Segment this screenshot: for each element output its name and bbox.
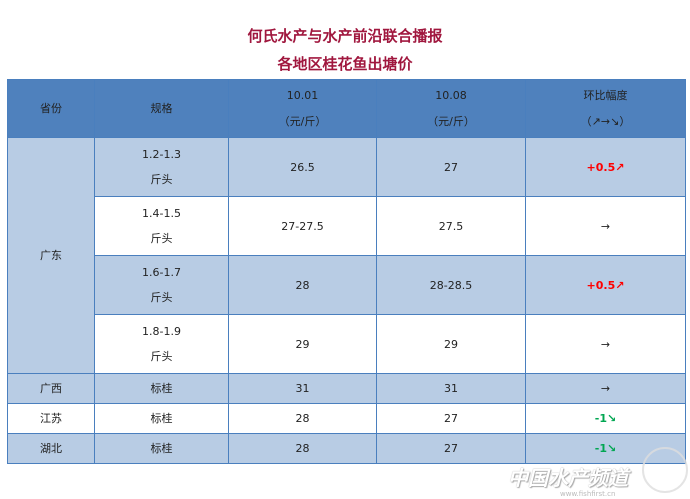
province-cell: 湖北 [7, 433, 95, 464]
table-row: 1.6-1.7 斤头 28 28-28.5 +0.5↗ [8, 255, 686, 315]
header-date2-label: 10.08 [435, 88, 467, 102]
spec-cell: 1.4-1.5 斤头 [94, 196, 229, 256]
spec-cell: 标桂 [94, 403, 229, 434]
price1-cell: 28 [228, 403, 377, 434]
header-spec: 规格 [94, 79, 229, 138]
spec-cell: 1.2-1.3 斤头 [94, 137, 229, 197]
price-table: 省份 规格 10.01 （元/斤） 10.08 （元/斤） 环比幅度 （↗→↘） 广东… [7, 79, 686, 464]
change-cell: +0.5↗ [525, 137, 686, 197]
globe-logo-icon [642, 447, 688, 493]
watermark-logo: 中国水产频道 [508, 466, 628, 490]
change-cell: +0.5↗ [525, 255, 686, 315]
province-cell: 广西 [7, 373, 95, 404]
header-change-legend: （↗→↘） [580, 114, 631, 128]
spec-cell: 标桂 [94, 373, 229, 404]
table-row: 1.8-1.9 斤头 29 29 → [8, 314, 686, 374]
page-title: 何氏水产与水产前沿联合播报 [247, 27, 443, 45]
spec-cell: 1.8-1.9 斤头 [94, 314, 229, 374]
table-row: 江苏 标桂 28 27 -1↘ [7, 403, 686, 434]
spec-cell: 1.6-1.7 斤头 [94, 255, 229, 315]
table-row: 广东 1.2-1.3 斤头 26.5 27 +0.5↗ [7, 137, 686, 374]
page-subtitle: 各地区桂花鱼出塘价 [277, 55, 413, 73]
table-row: 湖北 标桂 28 27 -1↘ [7, 433, 686, 464]
header-row: 省份 规格 10.01 （元/斤） 10.08 （元/斤） 环比幅度 （↗→↘） [7, 79, 686, 138]
price1-cell: 27-27.5 [228, 196, 377, 256]
price2-cell: 27 [376, 403, 526, 434]
header-date1-label: 10.01 [286, 88, 319, 102]
price2-cell: 29 [376, 314, 526, 374]
header-date1: 10.01 （元/斤） [228, 79, 377, 138]
price2-cell: 27 [376, 433, 526, 464]
province-cell: 江苏 [7, 403, 95, 434]
price1-cell: 29 [228, 314, 377, 374]
table-row: 1.4-1.5 斤头 27-27.5 27.5 → [8, 196, 686, 256]
change-cell: → [525, 196, 686, 256]
price1-cell: 26.5 [228, 137, 377, 197]
price1-cell: 28 [228, 255, 377, 315]
header-date2-unit: （元/斤） [427, 114, 475, 128]
header-date1-unit: （元/斤） [278, 114, 327, 128]
price1-cell: 31 [228, 373, 377, 404]
change-cell: -1↘ [525, 403, 686, 434]
watermark-url: www.fishfirst.cn [560, 490, 616, 498]
price1-cell: 28 [228, 433, 377, 464]
price2-cell: 28-28.5 [376, 255, 526, 315]
spec-cell: 标桂 [94, 433, 229, 464]
price2-cell: 27 [376, 137, 526, 197]
province-cell: 广东 [7, 137, 95, 374]
table-row: 广西 标桂 31 31 → [7, 373, 686, 404]
header-province: 省份 [7, 79, 95, 138]
price2-cell: 27.5 [376, 196, 526, 256]
header-change: 环比幅度 （↗→↘） [525, 79, 686, 138]
change-cell: → [525, 314, 686, 374]
header-date2: 10.08 （元/斤） [376, 79, 526, 138]
change-cell: → [525, 373, 686, 404]
header-change-label: 环比幅度 [583, 88, 628, 102]
price2-cell: 31 [376, 373, 526, 404]
